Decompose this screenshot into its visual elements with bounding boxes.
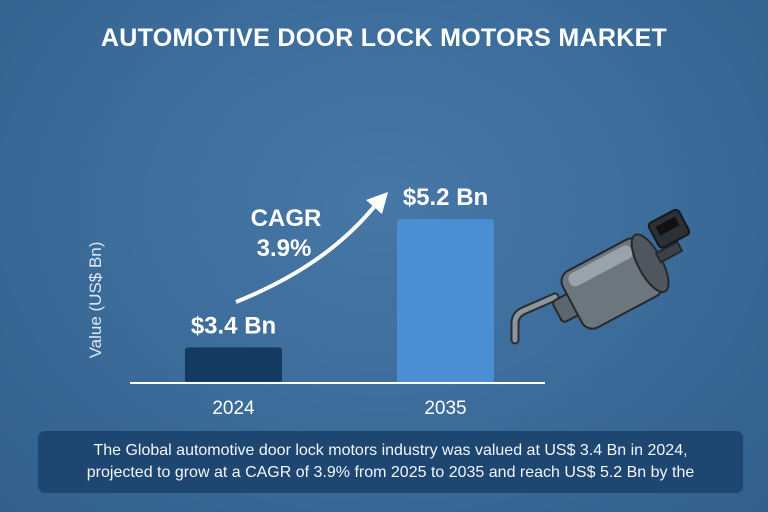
description-box: The Global automotive door lock motors i… bbox=[38, 431, 743, 493]
data-label-2035: $5.2 Bn bbox=[403, 184, 488, 211]
description-line-1: The Global automotive door lock motors i… bbox=[93, 442, 688, 459]
x-tick-label: 2024 bbox=[212, 398, 255, 419]
y-axis-label: Value (US$ Bn) bbox=[86, 242, 105, 359]
door-lock-motor-icon bbox=[510, 208, 691, 345]
cagr-value: 3.9% bbox=[257, 235, 312, 262]
bar-chart: Value (US$ Bn) $3.4 Bn 2024 $5.2 Bn 2035 CA… bbox=[86, 184, 494, 419]
cagr-arrow bbox=[235, 200, 380, 304]
description-line-2: projected to grow at a CAGR of 3.9% from… bbox=[86, 464, 695, 481]
data-label-2024: $3.4 Bn bbox=[191, 312, 276, 339]
bar-2024 bbox=[185, 347, 282, 383]
bar-2035 bbox=[397, 219, 494, 383]
arrow-head-icon bbox=[366, 192, 388, 214]
x-tick-label: 2035 bbox=[424, 398, 466, 419]
chart-title: AUTOMOTIVE DOOR LOCK MOTORS MARKET bbox=[100, 24, 668, 52]
cagr-label: CAGR bbox=[251, 205, 322, 232]
